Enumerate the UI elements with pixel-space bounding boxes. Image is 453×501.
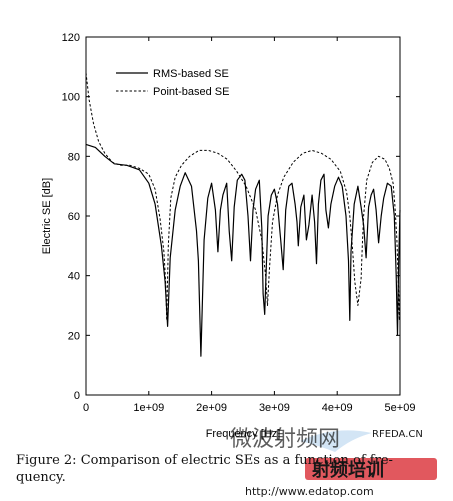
y-tick-label: 20 xyxy=(68,330,80,342)
caption-line-1: Figure 2: Comparison of electric SEs as … xyxy=(16,453,393,468)
y-tick-label: 0 xyxy=(74,390,80,402)
series-line-rms xyxy=(85,143,401,357)
y-tick-label: 120 xyxy=(62,32,80,44)
watermark-url: http://www.edatop.com xyxy=(245,485,374,498)
watermark: 微波射频网 RFEDA.CN 射频培训 http://www.edatop.co… xyxy=(230,427,437,498)
y-axis: 0 20 40 60 80 100 120 xyxy=(62,32,400,402)
watermark-site-cn: 微波射频网 xyxy=(230,427,340,452)
x-tick-label: 3e+09 xyxy=(259,402,290,414)
x-tick-label: 1e+09 xyxy=(133,402,164,414)
y-tick-label: 80 xyxy=(68,151,80,163)
y-tick-label: 100 xyxy=(62,92,80,104)
x-axis-label: Frequency [Hz] xyxy=(206,428,281,440)
x-tick-label: 0 xyxy=(83,402,89,414)
figure-caption: Figure 2: Comparison of electric SEs as … xyxy=(16,452,441,486)
legend: RMS-based SE Point-based SE xyxy=(116,68,229,98)
x-axis: 0 1e+09 2e+09 3e+09 4e+09 5e+09 xyxy=(83,37,416,414)
series-layer xyxy=(85,72,401,357)
watermark-promo: 射频培训 xyxy=(311,459,384,481)
watermark-swoosh xyxy=(300,430,372,452)
watermark-brand: RFEDA.CN xyxy=(372,429,423,440)
y-axis-label: Electric SE [dB] xyxy=(41,178,53,254)
legend-label-rms: RMS-based SE xyxy=(153,68,229,80)
y-tick-label: 40 xyxy=(68,271,80,283)
series-line-point xyxy=(85,72,401,321)
legend-label-point: Point-based SE xyxy=(153,86,229,98)
watermark-promo-bg xyxy=(305,458,437,480)
x-tick-label: 2e+09 xyxy=(196,402,227,414)
caption-line-2: quency. xyxy=(16,470,66,485)
y-tick-label: 60 xyxy=(68,211,80,223)
x-tick-label: 5e+09 xyxy=(385,402,416,414)
x-tick-label: 4e+09 xyxy=(322,402,353,414)
